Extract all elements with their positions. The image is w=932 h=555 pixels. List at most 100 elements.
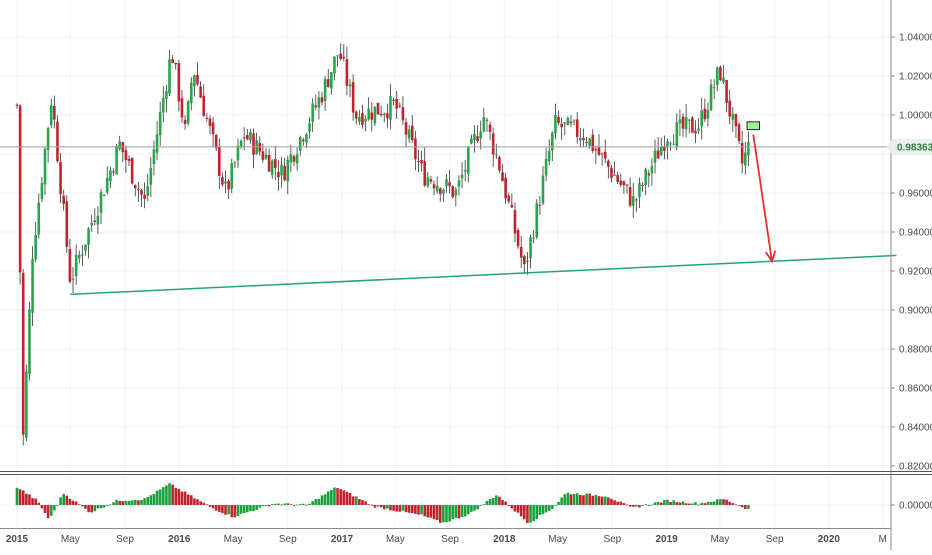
candle-body-down bbox=[227, 180, 230, 190]
oscillator-bar bbox=[295, 504, 299, 506]
candle-body-down bbox=[392, 99, 395, 101]
support-trendline bbox=[70, 254, 897, 296]
candle-body-up bbox=[653, 150, 657, 163]
oscillator-bar bbox=[336, 488, 339, 505]
oscillator-bar bbox=[183, 491, 187, 505]
candle-body-up bbox=[311, 103, 314, 122]
oscillator-bar bbox=[547, 505, 551, 511]
oscillator-bar bbox=[221, 505, 224, 514]
candle-body-up bbox=[333, 56, 336, 74]
candle-body-up bbox=[96, 215, 100, 225]
oscillator-bar bbox=[526, 505, 529, 523]
oscillator-bar bbox=[264, 505, 268, 506]
candle-body-up bbox=[675, 122, 679, 148]
candle-body-up bbox=[687, 119, 691, 121]
candle-body-down bbox=[432, 184, 436, 189]
candle-body-down bbox=[127, 158, 131, 162]
candle-body-up bbox=[105, 177, 109, 193]
oscillator-bar bbox=[121, 501, 125, 505]
candle-body-up bbox=[186, 101, 190, 124]
candle-body-down bbox=[68, 248, 72, 282]
y-tick-label: 0.96000 bbox=[899, 189, 932, 200]
oscillator-bar bbox=[743, 505, 747, 509]
oscillator-bar bbox=[653, 502, 657, 505]
oscillator-bar bbox=[386, 505, 389, 509]
candle-body-down bbox=[180, 98, 184, 118]
oscillator-bar bbox=[420, 505, 423, 515]
oscillator-bar bbox=[392, 505, 395, 511]
oscillator-bar bbox=[494, 495, 498, 505]
oscillator-bar bbox=[460, 505, 464, 517]
oscillator-bar bbox=[53, 505, 56, 511]
candle-body-up bbox=[715, 67, 719, 85]
candle-body-up bbox=[435, 185, 439, 192]
oscillator-bar bbox=[575, 493, 579, 505]
oscillator-bar bbox=[691, 503, 694, 505]
oscillator-bar bbox=[373, 505, 377, 508]
candle-body-down bbox=[370, 112, 374, 120]
oscillator-bar bbox=[364, 501, 367, 505]
candle-body-down bbox=[361, 113, 364, 125]
oscillator-bar bbox=[71, 500, 75, 505]
oscillator-bar bbox=[90, 505, 93, 513]
oscillator-bar bbox=[588, 493, 591, 505]
candle-body-up bbox=[308, 123, 311, 132]
target-arrow-head bbox=[765, 250, 777, 264]
candle-body-down bbox=[398, 105, 402, 107]
oscillator-bar bbox=[317, 498, 321, 505]
oscillator-bar bbox=[538, 505, 542, 515]
candle-body-up bbox=[236, 145, 240, 161]
oscillator-bar bbox=[311, 501, 314, 505]
candle-body-down bbox=[401, 107, 405, 121]
oscillator-bar bbox=[516, 505, 520, 513]
candle-body-up bbox=[84, 244, 87, 251]
oscillator-bar bbox=[96, 505, 100, 509]
candle-body-down bbox=[345, 59, 349, 86]
candle-body-up bbox=[473, 133, 476, 141]
oscillator-bar bbox=[49, 505, 53, 516]
oscillator-bar bbox=[675, 502, 679, 505]
candle-body-down bbox=[339, 53, 342, 60]
candle-body-down bbox=[740, 142, 744, 164]
oscillator-bar bbox=[678, 502, 682, 505]
oscillator-bar bbox=[124, 500, 128, 505]
x-tick-label: 2016 bbox=[168, 534, 191, 545]
oscillator-bar bbox=[607, 497, 610, 505]
candle-body-up bbox=[336, 55, 339, 57]
oscillator-bar bbox=[258, 505, 262, 508]
oscillator-bar bbox=[722, 499, 725, 505]
candle-body-up bbox=[712, 87, 716, 89]
oscillator-bar bbox=[709, 501, 713, 505]
oscillator-bar bbox=[585, 493, 588, 505]
oscillator-bar bbox=[647, 505, 651, 506]
candle-body-up bbox=[442, 189, 445, 194]
oscillator-bar bbox=[470, 505, 473, 512]
oscillator-bar bbox=[199, 501, 202, 505]
candle-body-down bbox=[734, 113, 738, 127]
oscillator-bar bbox=[274, 503, 277, 505]
oscillator-bar bbox=[354, 496, 358, 505]
candle-body-up bbox=[747, 141, 750, 156]
candle-body-down bbox=[737, 124, 741, 142]
candle-body-up bbox=[454, 189, 458, 196]
candle-body-down bbox=[691, 117, 694, 133]
candle-body-down bbox=[519, 246, 523, 258]
candle-body-up bbox=[551, 132, 554, 151]
candle-body-up bbox=[81, 254, 84, 256]
oscillator-bar bbox=[445, 505, 448, 523]
candle-body-down bbox=[641, 184, 644, 186]
oscillator-bar bbox=[426, 505, 430, 518]
candle-body-down bbox=[314, 105, 318, 108]
candle-body-up bbox=[118, 141, 122, 150]
candle-body-down bbox=[423, 161, 427, 186]
oscillator-bar bbox=[236, 505, 240, 517]
candle-body-down bbox=[205, 117, 209, 119]
candle-body-down bbox=[379, 113, 383, 116]
candle-body-down bbox=[65, 201, 69, 247]
x-tick-label: Sep bbox=[603, 534, 621, 545]
oscillator-bar bbox=[152, 494, 156, 505]
oscillator-bar bbox=[37, 502, 41, 505]
oscillator-bar bbox=[330, 490, 333, 505]
candle-body-up bbox=[305, 134, 308, 143]
oscillator-bar bbox=[74, 501, 78, 505]
